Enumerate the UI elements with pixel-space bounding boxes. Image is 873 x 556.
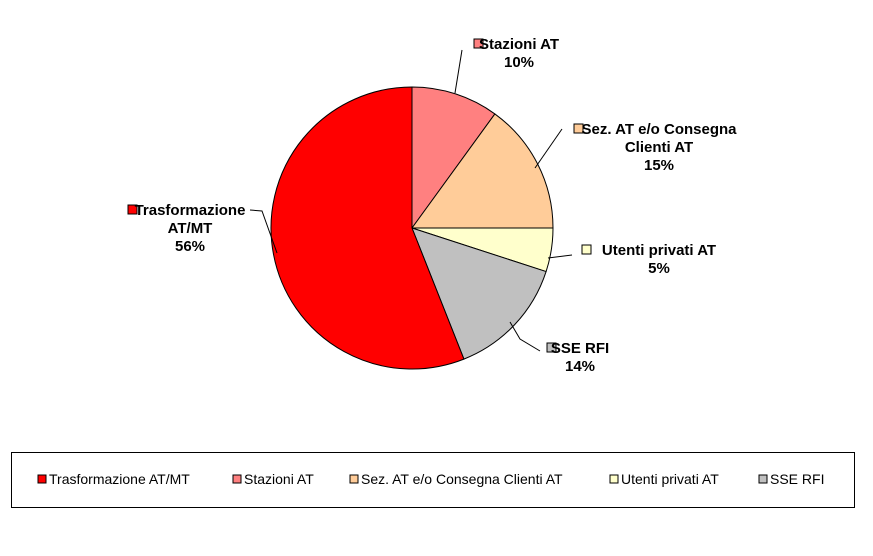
leader-line-trasformazione-at-mt [249,209,278,254]
legend-label-trasformazione-at-mt: Trasformazione AT/MT [49,471,190,487]
slice-label-sse-rfi: SSE RFI [551,340,609,357]
label-swatch-stazioni-at [473,38,484,49]
pie-slice-stazioni-at [411,86,496,229]
slice-label-trasformazione-at-mt: Trasformazione [135,202,246,219]
slice-percent-utenti-privati-at: 5% [648,260,670,277]
slice-percent-sez-at-e-o-consegna-clienti-at: 15% [644,157,674,174]
pie-slice-trasformazione-at-mt [270,86,465,370]
pie-slices [270,86,554,370]
label-swatch-trasformazione-at-mt [127,204,138,215]
legend-swatch-sse-rfi [758,474,768,484]
leader-line-stazioni-at [454,49,463,94]
slice-label-sez-at-e-o-consegna-clienti-at: Clienti AT [625,139,693,156]
legend-swatch-utenti-privati-at [609,474,619,484]
legend-items: Trasformazione AT/MT Stazioni AT Sez. AT e… [37,471,824,487]
label-swatch-sse-rfi [546,342,557,353]
legend-label-stazioni-at: Stazioni AT [244,471,314,487]
slice-label-trasformazione-at-mt: AT/MT [168,220,213,237]
slice-label-sez-at-e-o-consegna-clienti-at: Sez. AT e/o Consegna [581,121,737,138]
slice-label-utenti-privati-at: Utenti privati AT [602,242,716,259]
label-swatch-utenti-privati-at [581,244,592,255]
legend-label-sse-rfi: SSE RFI [770,471,824,487]
legend: Trasformazione AT/MT Stazioni AT Sez. AT e… [11,452,855,508]
slice-percent-stazioni-at: 10% [504,54,534,71]
legend-swatch-stazioni-at [232,474,242,484]
leader-line-sse-rfi [509,321,541,352]
legend-swatch-sez-at-e-o-consegna-clienti-at [349,474,359,484]
legend-label-sez-at-e-o-consegna-clienti-at: Sez. AT e/o Consegna Clienti AT [361,471,563,487]
leader-line-sez-at-e-o-consegna-clienti-at [534,128,563,169]
leader-line-utenti-privati-at [547,254,573,259]
legend-label-utenti-privati-at: Utenti privati AT [621,471,719,487]
legend-swatch-trasformazione-at-mt [37,474,47,484]
leader-lines [249,49,573,352]
slice-percent-sse-rfi: 14% [565,358,595,375]
slice-percent-trasformazione-at-mt: 56% [175,238,205,255]
slice-label-stazioni-at: Stazioni AT [479,36,559,53]
label-swatch-sez-at-e-o-consegna-clienti-at [573,123,584,134]
legend-box [11,452,855,508]
